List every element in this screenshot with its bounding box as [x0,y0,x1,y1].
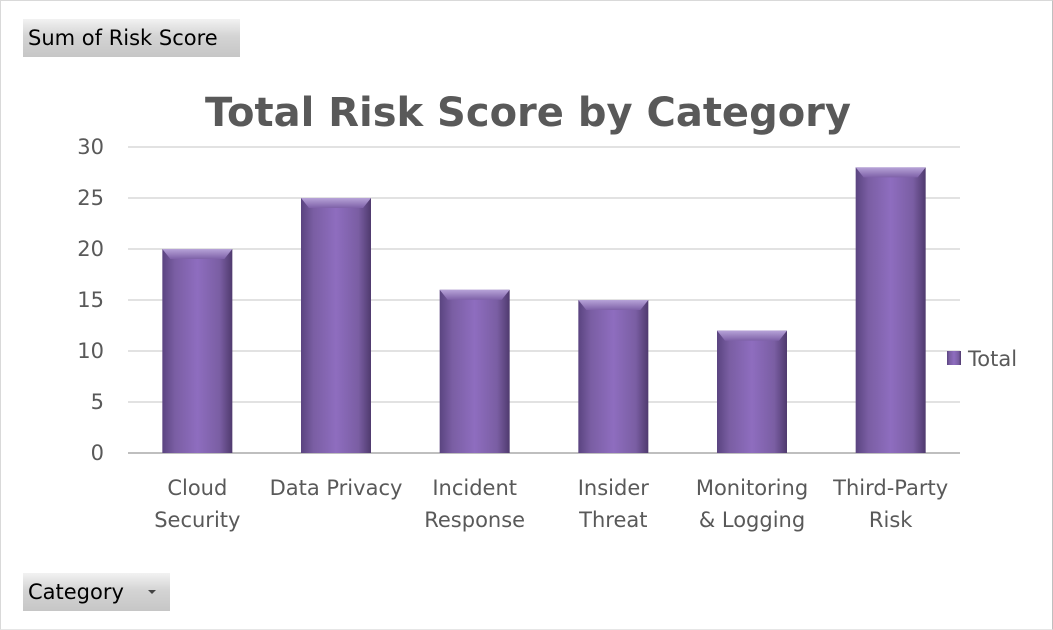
dropdown-arrow-icon[interactable] [148,590,156,594]
legend: Total [947,347,1017,371]
bar-body [717,330,787,453]
x-category-label: Risk [869,508,913,532]
legend-label-total: Total [967,347,1017,371]
bar-bevel [301,198,371,208]
x-category-label: Response [424,508,525,532]
y-tick-label: 20 [77,237,104,261]
bar-bevel [717,330,787,341]
bar-bevel [578,300,649,310]
x-category-label: Data Privacy [270,476,403,500]
gridlines [128,146,960,454]
bar-body [439,289,510,453]
bar-body [301,198,371,453]
pivot-value-field-button[interactable]: Sum of Risk Score [23,19,240,57]
x-category-label: Security [154,508,240,532]
bar-body [578,300,649,453]
y-tick-label: 5 [91,390,104,414]
x-category-label: Incident [432,476,517,500]
bar [855,167,926,453]
bar [717,330,787,453]
x-category-label: Monitoring [696,476,808,500]
bars [162,167,926,453]
bar [578,300,649,453]
bar [301,198,371,453]
bar [162,249,233,453]
pivot-axis-field-label: Category [28,580,124,604]
x-category-label: Third-Party [832,476,948,500]
bar-body [855,167,926,453]
y-tick-label: 15 [77,288,104,312]
x-category-label: Insider [578,476,650,500]
y-tick-label: 30 [77,135,104,159]
y-tick-label: 0 [91,441,104,465]
x-axis-category-labels: Cloud Security Data Privacy Incident Respons… [154,476,948,532]
bar-bevel [162,249,233,259]
x-category-label: Threat [578,508,647,532]
x-category-label: & Logging [699,508,805,532]
chart-title: Total Risk Score by Category [205,90,851,136]
bar [439,289,510,453]
bar-body [162,249,233,453]
y-tick-label: 10 [77,339,104,363]
x-category-label: Cloud [167,476,227,500]
pivot-value-field-label: Sum of Risk Score [28,26,218,50]
bar-bevel [439,289,510,300]
pivot-axis-field-button[interactable]: Category [23,573,170,611]
y-axis-tick-labels: 0 5 10 15 20 25 30 [77,135,104,465]
y-tick-label: 25 [77,186,104,210]
bar-bevel [855,167,926,178]
legend-swatch-total [947,351,961,365]
